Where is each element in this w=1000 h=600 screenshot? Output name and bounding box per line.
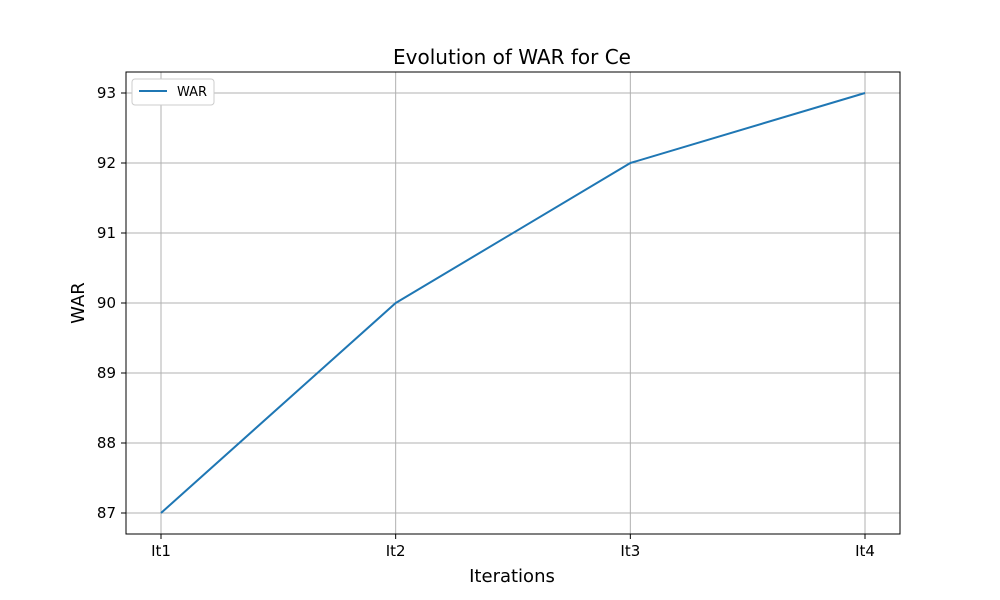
- series-line-war: [160, 92, 866, 514]
- y-tick-label: 89: [97, 364, 116, 382]
- x-tick-label: It3: [620, 542, 640, 560]
- y-tick-label: 87: [97, 504, 116, 522]
- y-tick-label: 93: [97, 84, 116, 102]
- x-tick-label: It4: [855, 542, 875, 560]
- y-tick-label: 91: [97, 224, 116, 242]
- x-axis-label: Iterations: [469, 566, 555, 587]
- x-tick-label: It1: [151, 542, 171, 560]
- y-tick-label: 92: [97, 154, 116, 172]
- y-axis-label: WAR: [68, 282, 89, 324]
- legend-label-war: WAR: [177, 85, 207, 100]
- grid: [126, 72, 900, 534]
- y-tick-label: 90: [97, 294, 116, 312]
- x-tick-label: It2: [386, 542, 406, 560]
- series: [160, 92, 866, 514]
- legend: WAR: [131, 78, 215, 106]
- y-tick-label: 88: [97, 434, 116, 452]
- chart-title: Evolution of WAR for Ce: [393, 45, 631, 69]
- legend-box: [131, 78, 215, 106]
- axis-ticks: It1 It2 It3 It4 87 88 89 90 91 92 93: [97, 84, 875, 560]
